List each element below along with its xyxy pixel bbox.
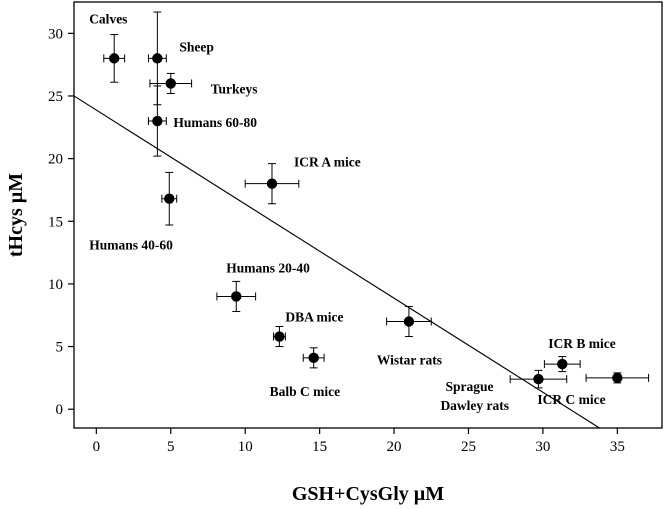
y-tick-label: 15 xyxy=(48,214,63,230)
regression-line xyxy=(73,95,600,429)
x-tick-label: 15 xyxy=(312,439,327,455)
data-points xyxy=(103,11,650,389)
y-tick-label: 30 xyxy=(48,26,63,42)
point-label: Sheep xyxy=(179,39,214,54)
point-label: ICR B mice xyxy=(548,336,616,351)
data-point xyxy=(231,291,242,302)
data-point-group xyxy=(147,85,167,157)
x-tick-label: 10 xyxy=(238,439,253,455)
data-point-group xyxy=(386,305,432,338)
data-point-group xyxy=(585,372,650,384)
x-tick-label: 35 xyxy=(610,439,625,455)
data-point-group xyxy=(103,34,126,83)
data-point xyxy=(266,178,278,189)
point-label: ICR C mice xyxy=(537,392,605,407)
x-axis-title: GSH+CysGly µM xyxy=(292,483,444,505)
data-point-group xyxy=(543,356,581,373)
y-axis-title: tHcys µM xyxy=(5,173,27,257)
y-tick-label: 25 xyxy=(48,89,63,105)
y-tick-label: 5 xyxy=(56,340,64,356)
plot-frame xyxy=(73,1,663,429)
data-point-group xyxy=(272,326,286,348)
data-point xyxy=(533,373,544,385)
point-label: Balb C mice xyxy=(270,384,341,399)
x-tick-label: 20 xyxy=(387,439,402,455)
x-tick-label: 25 xyxy=(461,439,476,455)
x-tick-label: 30 xyxy=(535,439,550,455)
data-point-group xyxy=(161,171,178,226)
data-point-group xyxy=(244,163,300,205)
data-point xyxy=(152,53,163,64)
plot-border xyxy=(73,1,663,429)
y-tick-label: 20 xyxy=(48,152,63,168)
point-label: Humans 40-60 xyxy=(89,238,173,253)
data-point xyxy=(557,358,568,370)
y-tick-label: 0 xyxy=(56,402,64,418)
point-label: Sprague Dawley rats xyxy=(440,379,509,413)
data-point xyxy=(165,78,176,89)
point-label: Humans 20-40 xyxy=(226,260,310,275)
point-label-line: Dawley rats xyxy=(440,398,509,413)
point-labels: Calves Sheep Turkeys Humans 60-80 ICR A mice… xyxy=(89,11,616,413)
data-point xyxy=(308,352,319,364)
point-label: ICR A mice xyxy=(294,155,361,170)
data-point xyxy=(274,331,285,342)
x-tick-label: 0 xyxy=(93,439,101,455)
data-point-group xyxy=(509,369,568,389)
point-label: DBA mice xyxy=(285,310,343,325)
point-label: Turkeys xyxy=(211,81,258,96)
trend-line xyxy=(73,95,600,429)
point-label: Calves xyxy=(89,11,127,26)
data-point xyxy=(152,115,163,127)
point-label: Wistar rats xyxy=(377,353,442,368)
data-point xyxy=(403,316,415,327)
data-point xyxy=(612,372,623,384)
data-point-group xyxy=(302,347,325,369)
data-point xyxy=(108,53,120,64)
data-point xyxy=(164,193,175,204)
data-point-group xyxy=(149,72,193,94)
point-label-line: Sprague xyxy=(445,379,493,394)
y-tick-label: 10 xyxy=(48,277,63,293)
axis-ticks: 0 5 10 15 20 25 30 35 0 5 10 15 20 25 30 xyxy=(48,26,625,455)
data-point-group xyxy=(216,280,257,312)
x-tick-label: 5 xyxy=(167,439,175,455)
point-label: Humans 60-80 xyxy=(173,115,257,130)
